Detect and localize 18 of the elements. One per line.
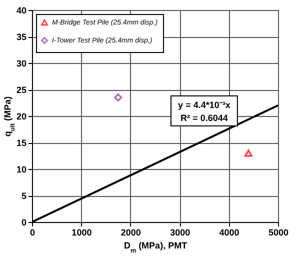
y-tick-label: 20	[16, 112, 26, 122]
y-tick-label: 10	[16, 164, 26, 174]
y-tick-label: 40	[16, 6, 26, 16]
x-tick-label: 2000	[120, 228, 141, 238]
x-tick-label: 5000	[268, 228, 289, 238]
x-tick-label: 4000	[219, 228, 240, 238]
x-axis-title: D$_{m}$ (MPa), PMT	[124, 240, 188, 254]
x-tick-label: 0	[30, 228, 36, 238]
x-tick-label: 3000	[170, 228, 190, 238]
x-tick-label: 1000	[72, 228, 92, 238]
annotation: R² = 0.6044	[180, 112, 228, 123]
y-tick-label: 0	[21, 218, 26, 228]
y-tick-label: 15	[16, 138, 26, 148]
y-tick-label: 35	[16, 32, 26, 42]
y-tick-label: 5	[21, 191, 26, 201]
y-tick-label: 30	[16, 58, 26, 68]
y-tick-label: 25	[16, 85, 26, 95]
annotation: y = 4.4*10⁻³x	[178, 100, 230, 110]
